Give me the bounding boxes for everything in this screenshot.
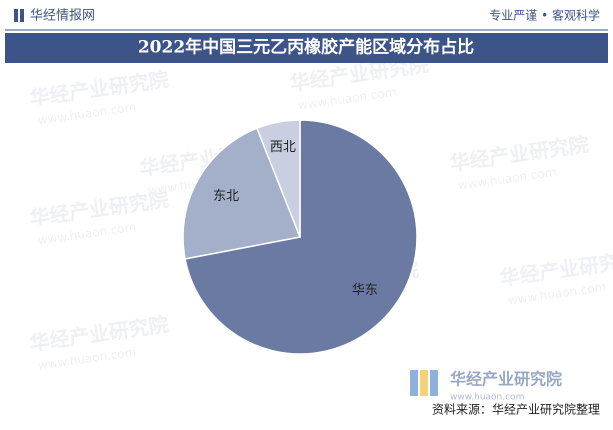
pie-slice xyxy=(182,127,302,260)
pie: 华东 东北 西北 xyxy=(182,119,418,355)
logo-text: 华经情报网 xyxy=(30,9,95,24)
logo-icon xyxy=(14,9,18,22)
watermark-text: 华经产业研究院 xyxy=(28,312,170,355)
brand-logo: 华经产业研究院 www.huaon.com xyxy=(410,370,562,403)
slogan: 专业严谨 • 客观科学 xyxy=(489,8,600,23)
chart-title: 2022年中国三元乙丙橡胶产能区域分布占比 xyxy=(138,37,474,58)
brand-name: 华经产业研究院 xyxy=(450,370,562,389)
slice-label: 西北 xyxy=(270,140,296,155)
slice-label: 东北 xyxy=(213,189,239,204)
watermark-text: 华经产业研究院 xyxy=(28,67,170,110)
watermark-text: 华经产业研究院 xyxy=(448,132,590,175)
brand-url: www.huaon.com xyxy=(450,393,524,403)
brand-icon xyxy=(420,370,428,396)
logo-icon xyxy=(20,9,24,22)
brand-icon xyxy=(430,370,438,396)
pie-slice xyxy=(184,119,418,355)
title-bar xyxy=(5,33,608,63)
source-note: 资料来源：华经产业研究院整理 xyxy=(432,402,600,417)
brand-icon xyxy=(410,370,418,396)
slice-label: 华东 xyxy=(352,283,378,298)
pie-slice xyxy=(255,119,301,238)
